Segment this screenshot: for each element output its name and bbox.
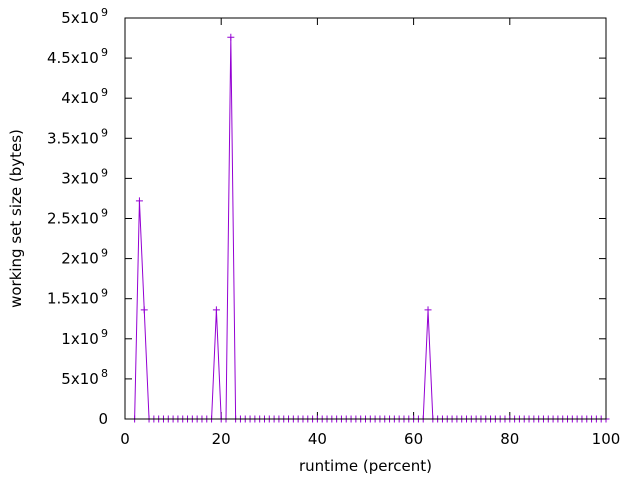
- y-axis-label: working set size (bytes): [7, 129, 25, 308]
- y-tick-exponent: 9: [99, 126, 108, 139]
- plot-frame: [124, 17, 607, 420]
- y-tick-exponent: 9: [99, 46, 108, 59]
- y-tick-mantissa: 1.5x10: [47, 290, 99, 308]
- x-tick-label: 40: [308, 430, 327, 448]
- y-tick-label: 4.5x10 9: [47, 46, 108, 67]
- y-tick-exponent: 9: [99, 207, 108, 220]
- y-tick-exponent: 9: [99, 287, 108, 300]
- data-point-marker: [135, 197, 143, 205]
- series-layer: [131, 33, 610, 423]
- y-tick-mantissa: 1x10: [61, 330, 99, 348]
- axis-ticks: [124, 17, 607, 420]
- x-tick-label: 60: [404, 430, 423, 448]
- y-tick-label: 2x10 9: [61, 247, 108, 268]
- x-tick-label: 20: [212, 430, 231, 448]
- data-point-marker: [212, 306, 220, 314]
- y-tick-mantissa: 2.5x10: [47, 210, 99, 228]
- y-tick-label: 0: [98, 410, 108, 428]
- y-tick-mantissa: 5x10: [61, 370, 99, 388]
- y-tick-label: 5x10 9: [61, 6, 108, 27]
- x-tick-label: 80: [500, 430, 519, 448]
- data-point-marker: [227, 33, 235, 41]
- y-tick-exponent: 9: [99, 86, 108, 99]
- y-tick-label: 1x10 9: [61, 327, 108, 348]
- data-point-marker: [140, 306, 148, 314]
- y-tick-mantissa: 4x10: [61, 89, 99, 107]
- y-tick-mantissa: 5x10: [61, 9, 99, 27]
- y-tick-mantissa: 3.5x10: [47, 129, 99, 147]
- y-tick-exponent: 9: [99, 247, 108, 260]
- y-tick-label: 2.5x10 9: [47, 207, 108, 228]
- y-tick-label: 4x10 9: [61, 86, 108, 107]
- y-tick-exponent: 9: [99, 166, 108, 179]
- y-tick-exponent: 9: [99, 6, 108, 19]
- series-line: [134, 37, 606, 420]
- y-tick-label: 1.5x10 9: [47, 287, 108, 308]
- y-tick-label: 3.5x10 9: [47, 126, 108, 147]
- y-tick-mantissa: 4.5x10: [47, 49, 99, 67]
- x-tick-label: 0: [120, 430, 130, 448]
- y-tick-mantissa: 0: [98, 410, 108, 428]
- x-tick-label: 100: [592, 430, 621, 448]
- y-tick-label: 3x10 9: [61, 166, 108, 187]
- x-axis-label: runtime (percent): [299, 457, 432, 475]
- y-tick-mantissa: 3x10: [61, 169, 99, 187]
- data-point-marker: [424, 306, 432, 314]
- y-tick-label: 5x10 8: [61, 367, 108, 388]
- y-tick-mantissa: 2x10: [61, 250, 99, 268]
- y-tick-exponent: 9: [99, 327, 108, 340]
- y-tick-exponent: 8: [99, 367, 108, 380]
